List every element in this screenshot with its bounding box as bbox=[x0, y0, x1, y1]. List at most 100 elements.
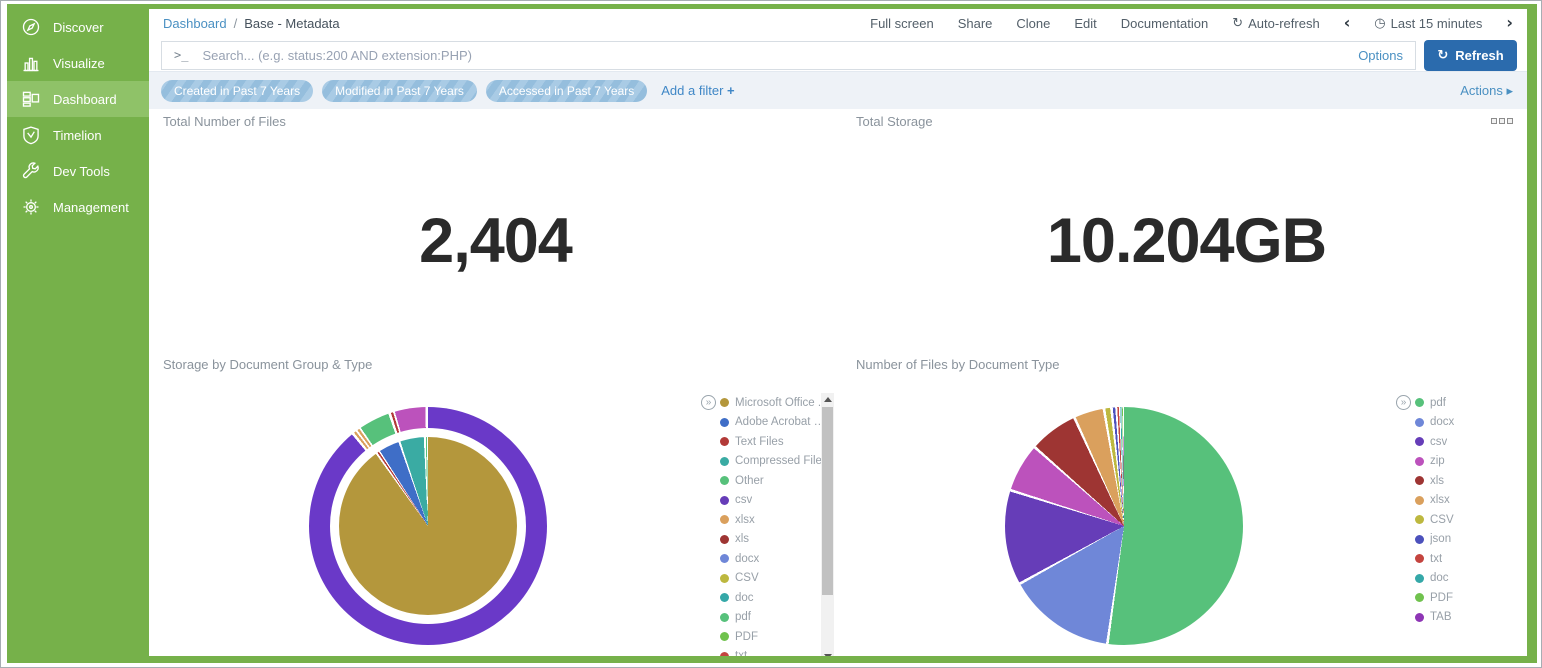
time-back-chevron[interactable]: ‹ bbox=[1344, 15, 1351, 31]
sidebar-item-discover[interactable]: Discover bbox=[7, 9, 149, 45]
sidebar-item-dev-tools[interactable]: Dev Tools bbox=[7, 153, 149, 189]
legend-expand-icon[interactable]: » bbox=[1396, 395, 1411, 410]
legend-item-csv[interactable]: csv bbox=[720, 491, 830, 511]
sidebar-item-label: Discover bbox=[53, 20, 104, 35]
legend-color-dot bbox=[720, 457, 729, 466]
legend-expand-icon[interactable]: » bbox=[701, 395, 716, 410]
legend-item-docx[interactable]: docx bbox=[1415, 413, 1454, 433]
sidebar-item-timelion[interactable]: Timelion bbox=[7, 117, 149, 153]
panel-options-icon[interactable] bbox=[1491, 118, 1513, 124]
time-forward-chevron[interactable]: › bbox=[1506, 15, 1513, 31]
top-menu: Full screen Share Clone Edit Documentati… bbox=[870, 15, 1513, 31]
storage-legend: » Microsoft Office ... Adobe Acrobat D...… bbox=[701, 393, 830, 656]
app-chrome: Discover Visualize Dashboard Timelion bbox=[7, 4, 1537, 663]
legend-label: TAB bbox=[1430, 611, 1452, 623]
legend-item-pdf[interactable]: pdf bbox=[1415, 393, 1454, 413]
legend-label: docx bbox=[735, 553, 759, 565]
files-legend: » pdf docxcsv zip xls xlsx CSV json txt docPDF TA… bbox=[1396, 393, 1454, 627]
legend-item-csv[interactable]: csv bbox=[1415, 432, 1454, 452]
legend-item-json[interactable]: json bbox=[1415, 530, 1454, 550]
legend-color-dot bbox=[720, 652, 729, 656]
documentation-link[interactable]: Documentation bbox=[1121, 16, 1208, 31]
storage-donut-chart[interactable] bbox=[309, 407, 547, 645]
files-pie-chart[interactable] bbox=[1005, 407, 1243, 645]
legend-label: xlsx bbox=[1430, 494, 1450, 506]
sidebar-item-dashboard[interactable]: Dashboard bbox=[7, 81, 149, 117]
legend-item-xls[interactable]: xls bbox=[720, 530, 830, 550]
edit-button[interactable]: Edit bbox=[1074, 16, 1096, 31]
legend-item-csv[interactable]: CSV bbox=[720, 569, 830, 589]
search-input[interactable] bbox=[200, 47, 1346, 64]
filter-pill-accessed[interactable]: Accessed in Past 7 Years bbox=[486, 80, 647, 102]
legend-label: Microsoft Office ... bbox=[735, 397, 827, 409]
clone-button[interactable]: Clone bbox=[1016, 16, 1050, 31]
legend-item-pdf[interactable]: PDF bbox=[1415, 588, 1454, 608]
filter-pill-modified[interactable]: Modified in Past 7 Years bbox=[322, 80, 477, 102]
legend-color-dot bbox=[1415, 554, 1424, 563]
legend-item-docx[interactable]: docx bbox=[720, 549, 830, 569]
legend-item-xlsx[interactable]: xlsx bbox=[1415, 491, 1454, 511]
legend-label: pdf bbox=[735, 611, 751, 623]
refresh-button[interactable]: ↻ Refresh bbox=[1424, 40, 1517, 71]
query-prompt-icon: >_ bbox=[174, 48, 188, 62]
legend-color-dot bbox=[720, 554, 729, 563]
legend-item-pdf[interactable]: pdf bbox=[720, 608, 830, 628]
legend-item-other[interactable]: Other bbox=[720, 471, 830, 491]
legend-item-doc[interactable]: doc bbox=[720, 588, 830, 608]
panel-title-total-storage: Total Storage bbox=[856, 114, 933, 129]
legend-item-txt[interactable]: txt bbox=[720, 647, 830, 657]
auto-refresh-button[interactable]: ↻ Auto-refresh bbox=[1232, 16, 1319, 31]
legend-item-compressed-files[interactable]: Compressed Files bbox=[720, 452, 830, 472]
legend-label: xlsx bbox=[735, 514, 755, 526]
add-filter-button[interactable]: Add a filter + bbox=[661, 83, 734, 98]
scroll-up-icon[interactable] bbox=[821, 393, 834, 405]
legend-label: Other bbox=[735, 475, 764, 487]
files-pie bbox=[1005, 407, 1243, 645]
breadcrumb-dashboard-link[interactable]: Dashboard bbox=[163, 16, 227, 31]
legend-color-dot bbox=[1415, 496, 1424, 505]
dashboard-grid-icon bbox=[21, 89, 41, 109]
legend-item-text-files[interactable]: Text Files bbox=[720, 432, 830, 452]
legend-label: pdf bbox=[1430, 397, 1446, 409]
legend-scrollbar[interactable] bbox=[821, 393, 834, 656]
legend-label: zip bbox=[1430, 455, 1445, 467]
breadcrumb-separator: / bbox=[234, 16, 238, 31]
legend-label: json bbox=[1430, 533, 1451, 545]
share-button[interactable]: Share bbox=[958, 16, 993, 31]
filter-pill-created[interactable]: Created in Past 7 Years bbox=[161, 80, 313, 102]
scrollbar-thumb[interactable] bbox=[822, 407, 833, 595]
metric-total-files: 2,404 bbox=[149, 205, 842, 295]
legend-item-microsoft-office-[interactable]: Microsoft Office ... bbox=[720, 393, 830, 413]
legend-item-xls[interactable]: xls bbox=[1415, 471, 1454, 491]
sidebar-item-label: Management bbox=[53, 200, 129, 215]
legend-item-zip[interactable]: zip bbox=[1415, 452, 1454, 472]
legend-item-pdf[interactable]: PDF bbox=[720, 627, 830, 647]
legend-color-dot bbox=[1415, 515, 1424, 524]
time-range-picker[interactable]: ◷ Last 15 minutes bbox=[1374, 16, 1482, 31]
sidebar-item-label: Dev Tools bbox=[53, 164, 110, 179]
filter-bar: Created in Past 7 Years Modified in Past… bbox=[149, 71, 1527, 109]
legend-color-dot bbox=[720, 437, 729, 446]
legend-label: CSV bbox=[1430, 514, 1454, 526]
legend-item-csv[interactable]: CSV bbox=[1415, 510, 1454, 530]
legend-item-xlsx[interactable]: xlsx bbox=[720, 510, 830, 530]
legend-item-tab[interactable]: TAB bbox=[1415, 608, 1454, 628]
legend-item-doc[interactable]: doc bbox=[1415, 569, 1454, 589]
legend-color-dot bbox=[1415, 437, 1424, 446]
legend-item-txt[interactable]: txt bbox=[1415, 549, 1454, 569]
actions-menu-button[interactable]: Actions ▸ bbox=[1460, 83, 1513, 99]
full-screen-button[interactable]: Full screen bbox=[870, 16, 934, 31]
legend-color-dot bbox=[720, 593, 729, 602]
bar-chart-icon bbox=[21, 53, 41, 73]
legend-color-dot bbox=[720, 398, 729, 407]
sidebar-item-visualize[interactable]: Visualize bbox=[7, 45, 149, 81]
panel-title-files-pie: Number of Files by Document Type bbox=[856, 357, 1060, 372]
legend-label: txt bbox=[1430, 553, 1442, 565]
scroll-down-icon[interactable] bbox=[821, 650, 834, 656]
legend-color-dot bbox=[720, 515, 729, 524]
legend-item-adobe-acrobat-d-[interactable]: Adobe Acrobat D... bbox=[720, 413, 830, 433]
sidebar-item-management[interactable]: Management bbox=[7, 189, 149, 225]
legend-label: xls bbox=[735, 533, 749, 545]
options-link[interactable]: Options bbox=[1358, 48, 1403, 63]
metric-total-storage: 10.204GB bbox=[842, 205, 1527, 295]
